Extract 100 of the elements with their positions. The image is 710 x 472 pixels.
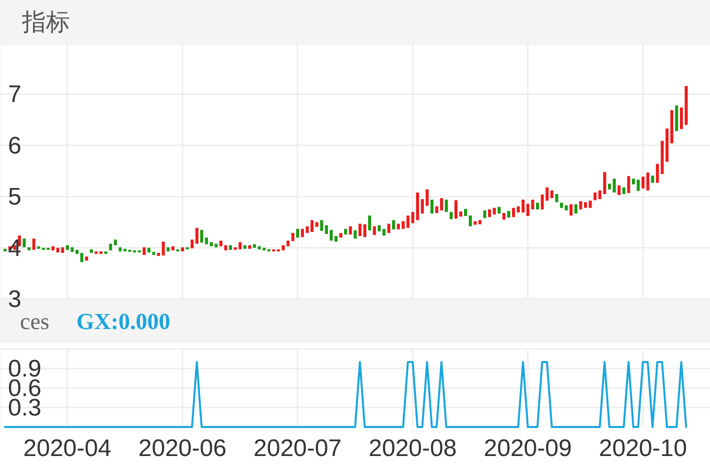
- candlestick: [406, 216, 410, 228]
- candlestick: [252, 244, 256, 248]
- candlestick: [368, 216, 372, 230]
- x-tick-label: 2020-09: [484, 434, 572, 462]
- candlestick: [28, 247, 31, 250]
- candlestick: [378, 225, 381, 232]
- x-tick-label: 2020-06: [138, 434, 226, 462]
- candlestick: [37, 246, 40, 249]
- candlestick: [642, 176, 645, 188]
- candlestick: [507, 210, 510, 218]
- candlestick: [4, 248, 7, 252]
- candlestick: [608, 184, 611, 190]
- candlestick: [579, 201, 582, 210]
- candlestick: [334, 236, 338, 242]
- candlestick: [229, 245, 232, 250]
- x-tick-label: 2020-10: [598, 434, 687, 462]
- candlestick: [574, 204, 578, 214]
- candlestick: [354, 230, 357, 239]
- candlestick: [618, 185, 621, 196]
- candlestick: [550, 190, 554, 198]
- candlestick: [588, 200, 592, 208]
- candlestick: [75, 250, 78, 254]
- candlestick: [109, 244, 112, 250]
- candlestick: [52, 246, 55, 250]
- candlestick: [492, 208, 496, 215]
- y-tick-label: 3: [8, 286, 22, 312]
- candlestick: [315, 222, 318, 227]
- candlestick: [248, 245, 252, 249]
- candlestick: [243, 245, 246, 249]
- candlestick: [118, 247, 122, 252]
- candlestick: [675, 105, 678, 132]
- candlestick: [627, 176, 630, 194]
- candlestick: [85, 256, 88, 261]
- candlestick: [195, 228, 198, 244]
- candlestick: [666, 128, 669, 162]
- candlestick: [512, 208, 516, 218]
- candlestick: [612, 178, 616, 193]
- candlestick: [454, 200, 458, 219]
- candlestick: [142, 247, 146, 255]
- candlestick: [200, 230, 204, 243]
- candlestick: [190, 240, 194, 248]
- candlestick: [483, 210, 486, 218]
- series-label: GX:0.000: [76, 308, 170, 334]
- candlestick: [444, 200, 448, 212]
- candlestick: [114, 240, 117, 246]
- candlestick: [555, 194, 558, 202]
- x-tick-label: 2020-04: [23, 434, 112, 462]
- chart-title: ces: [20, 308, 50, 334]
- x-tick-label: 2020-08: [368, 434, 457, 462]
- candlestick: [622, 187, 626, 194]
- candlestick: [104, 251, 108, 254]
- candlestick: [171, 246, 174, 250]
- candlestick: [560, 202, 563, 208]
- y-tick-label: 7: [8, 80, 22, 108]
- candlestick: [296, 228, 300, 238]
- candlestick: [502, 212, 506, 220]
- candlestick: [474, 221, 477, 225]
- candlestick: [464, 208, 468, 216]
- candlestick: [99, 251, 102, 254]
- candlestick: [358, 224, 362, 236]
- candlestick: [564, 205, 568, 210]
- candlestick: [498, 206, 501, 214]
- candlestick: [459, 211, 462, 217]
- candlestick: [181, 247, 184, 252]
- candlestick: [22, 238, 26, 248]
- candlestick: [363, 224, 366, 238]
- candlestick: [478, 220, 482, 224]
- candlestick: [344, 228, 348, 234]
- candlestick: [320, 220, 324, 231]
- candlestick: [468, 216, 472, 226]
- candlestick: [536, 202, 540, 210]
- candlestick: [157, 252, 160, 256]
- chart-title: 指标: [22, 8, 70, 36]
- candlestick: [162, 242, 165, 256]
- candlestick: [80, 252, 84, 262]
- candlestick: [300, 228, 304, 238]
- candlestick: [382, 228, 386, 236]
- candlestick: [387, 224, 390, 233]
- candlestick: [488, 209, 492, 218]
- candlestick: [348, 226, 352, 234]
- candlestick: [584, 202, 587, 208]
- candlestick: [339, 232, 342, 238]
- x-tick-label: 2020-07: [254, 434, 342, 462]
- candlestick: [570, 204, 573, 216]
- y-tick-label: 6: [8, 132, 22, 159]
- candlestick: [392, 220, 396, 230]
- y-tick-label: 5: [8, 183, 22, 210]
- candlestick: [450, 212, 453, 220]
- candlestick: [205, 238, 208, 244]
- candlestick: [670, 110, 674, 144]
- candlestick: [372, 226, 376, 235]
- candlestick: [594, 192, 597, 200]
- candlestick: [291, 232, 294, 242]
- candlestick: [32, 238, 36, 250]
- candlestick: [430, 200, 434, 214]
- candlestick: [90, 249, 93, 253]
- candlestick: [94, 251, 98, 254]
- candlestick: [651, 176, 654, 183]
- candlestick: [166, 247, 170, 252]
- candlestick: [123, 248, 126, 252]
